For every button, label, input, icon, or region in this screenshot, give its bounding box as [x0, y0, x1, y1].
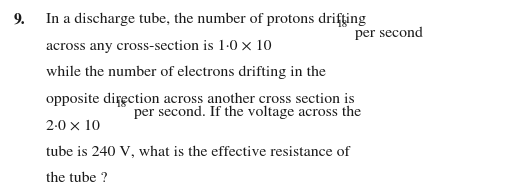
- Text: opposite direction across another cross section is: opposite direction across another cross …: [46, 93, 355, 106]
- Text: 9.: 9.: [14, 13, 26, 27]
- Text: the tube ?: the tube ?: [46, 172, 107, 185]
- Text: per second: per second: [351, 26, 423, 40]
- Text: tube is 240 V, what is the effective resistance of: tube is 240 V, what is the effective res…: [46, 145, 350, 159]
- Text: 18: 18: [337, 20, 348, 29]
- Text: across any cross-section is 1·0 × 10: across any cross-section is 1·0 × 10: [46, 40, 271, 53]
- Text: while the number of electrons drifting in the: while the number of electrons drifting i…: [46, 66, 326, 79]
- Text: 2·0 × 10: 2·0 × 10: [46, 119, 100, 132]
- Text: per second. If the voltage across the: per second. If the voltage across the: [130, 106, 361, 119]
- Text: 18: 18: [116, 99, 127, 109]
- Text: In a discharge tube, the number of protons drifting: In a discharge tube, the number of proto…: [46, 13, 366, 26]
